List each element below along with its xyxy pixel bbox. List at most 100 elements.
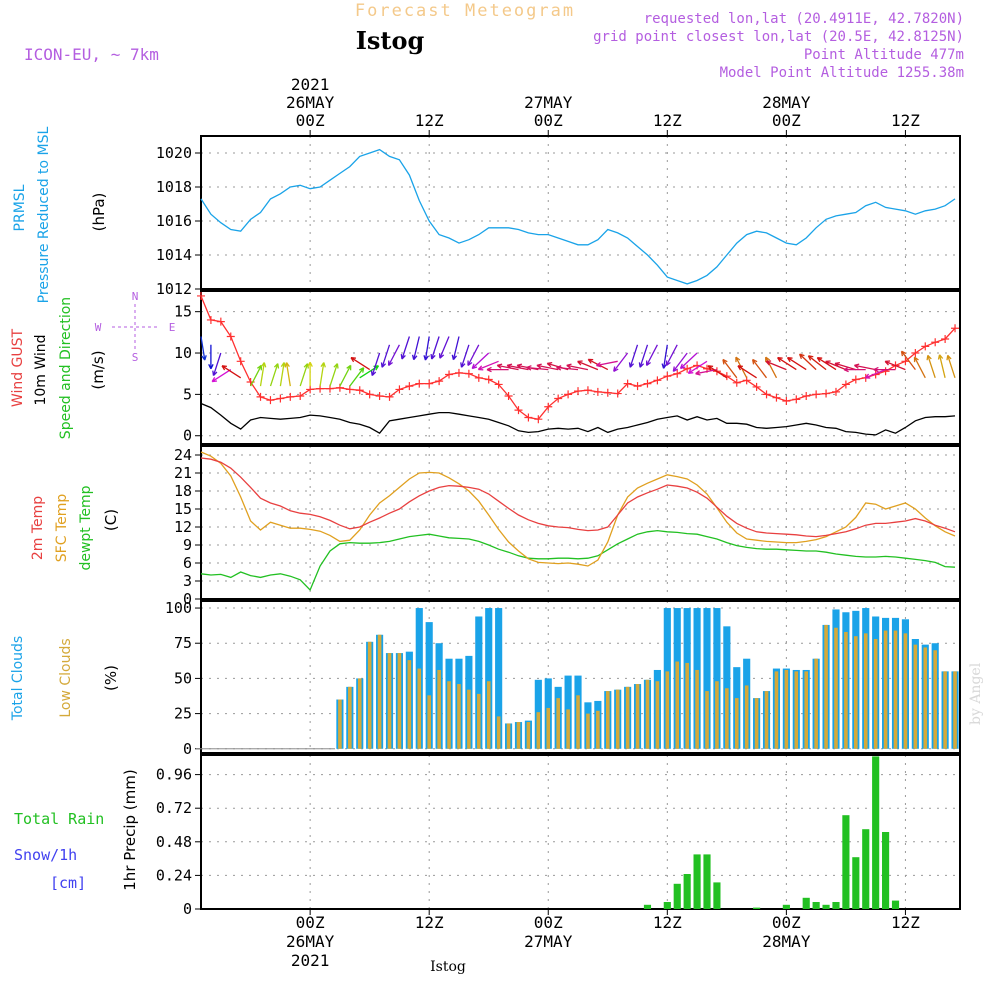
wind-arrow <box>526 365 549 371</box>
wind-arrow <box>200 336 207 361</box>
low-cloud-bar <box>913 644 918 749</box>
rain-bar <box>842 815 850 909</box>
wind-arrow <box>259 362 267 387</box>
low-cloud-bar <box>834 627 838 749</box>
clouds-ytick-label: 25 <box>174 705 192 723</box>
wind-arrow <box>638 344 649 368</box>
gust-marker <box>643 379 652 388</box>
dewpt-temp-line <box>200 529 956 592</box>
gust-marker <box>226 332 235 341</box>
low-cloud-bar <box>784 669 789 749</box>
gust-marker <box>752 382 761 391</box>
footer-location: Istog <box>430 959 466 975</box>
wind-arrow <box>786 356 807 371</box>
gust-marker <box>435 377 444 386</box>
gust-marker <box>931 338 940 347</box>
wind-arrow <box>307 361 313 387</box>
time-label-top: 00Z <box>772 111 801 130</box>
gust-marker <box>683 364 692 373</box>
precip-ytick-label: 0.72 <box>156 799 192 817</box>
low-cloud-bar <box>675 661 680 749</box>
wind-arrow <box>937 354 946 378</box>
low-cloud-bar <box>903 633 908 749</box>
clouds-panel: 0 25 50 75 100 <box>165 599 961 758</box>
pressure-ytick-label: 1014 <box>156 246 192 264</box>
wind-arrow <box>467 344 480 367</box>
wind-arrow <box>596 360 618 368</box>
low-cloud-bar <box>883 630 888 749</box>
time-label-bottom: 00Z <box>772 913 801 932</box>
rain-bar <box>703 854 711 909</box>
pressure-ytick-label: 1018 <box>156 178 192 196</box>
wind-arrow <box>319 362 326 387</box>
low-cloud-bar <box>635 684 640 749</box>
temperature-frame <box>200 445 961 600</box>
gust-marker <box>355 386 364 395</box>
rain-bar <box>782 904 790 909</box>
gust-marker <box>673 369 682 378</box>
wind-arrow <box>269 363 280 387</box>
temperature-ytick-label: 15 <box>174 500 192 518</box>
time-label-bottom: 26MAY <box>286 932 335 951</box>
low-cloud-bar <box>427 695 431 749</box>
low-cloud-bar <box>645 679 650 749</box>
low-cloud-bar <box>596 710 600 749</box>
temp-sfc-label: SFC Temp <box>54 494 70 563</box>
wind-arrow <box>329 363 339 387</box>
wind-arrow <box>536 363 559 371</box>
wind-arrow <box>221 365 242 379</box>
precip-ytick-label: 0.96 <box>156 766 192 784</box>
wind-arrow <box>211 369 232 383</box>
clouds-ytick-label: 75 <box>174 634 192 652</box>
wind-arrow <box>900 350 916 370</box>
gust-marker <box>633 382 642 391</box>
wind-arrow <box>687 360 708 374</box>
rain-bar <box>643 904 652 909</box>
low-cloud-bar <box>705 691 709 749</box>
pressure-ytick-label: 1016 <box>156 212 192 230</box>
wind-arrow <box>834 361 856 371</box>
rain-bar <box>713 882 721 909</box>
time-label-top: 2021 <box>291 75 330 94</box>
wind-arrow <box>628 344 639 368</box>
wind-arrow <box>816 356 837 371</box>
gust-marker <box>236 357 245 366</box>
low-cloud-bar <box>824 624 828 749</box>
gust-marker <box>286 392 295 401</box>
gust-marker <box>802 392 811 401</box>
gust-marker <box>524 413 533 422</box>
wind-arrow <box>380 344 391 368</box>
gust-marker <box>445 370 454 379</box>
low-cloud-bar <box>715 681 719 749</box>
gust-marker <box>415 379 424 388</box>
low-cloud-bar <box>526 722 531 749</box>
low-cloud-bar <box>794 671 799 749</box>
compass-rose: W E N S <box>95 290 176 364</box>
meteogram-title: Forecast Meteogram <box>355 1 575 21</box>
low-cloud-bar <box>764 691 769 749</box>
time-label-bottom: 27MAY <box>524 932 573 951</box>
wind-arrow <box>777 356 797 371</box>
gust-marker <box>583 386 592 395</box>
prmsl-label: PRMSL <box>12 184 28 231</box>
gust-marker <box>772 393 781 402</box>
low-cloud-bar <box>804 671 809 749</box>
wind-arrow <box>471 352 490 370</box>
temperature-ytick-label: 24 <box>174 446 192 464</box>
credit-watermark: by Angel <box>968 662 984 725</box>
gust-marker <box>653 376 662 385</box>
wind-arrow <box>864 368 886 379</box>
cloud-unit-label: (%) <box>102 665 120 691</box>
rain-bar <box>812 902 820 909</box>
gust-marker <box>831 387 840 396</box>
gust-marker <box>266 396 275 405</box>
low-cloud-bar <box>348 686 352 749</box>
pressure-msl-label: Pressure Reduced to MSL <box>36 126 52 303</box>
low-cloud-bar <box>536 712 541 749</box>
wind-arrow <box>486 366 509 373</box>
total-cloud-bar <box>485 608 493 749</box>
total-rain-label: Total Rain <box>14 810 104 828</box>
